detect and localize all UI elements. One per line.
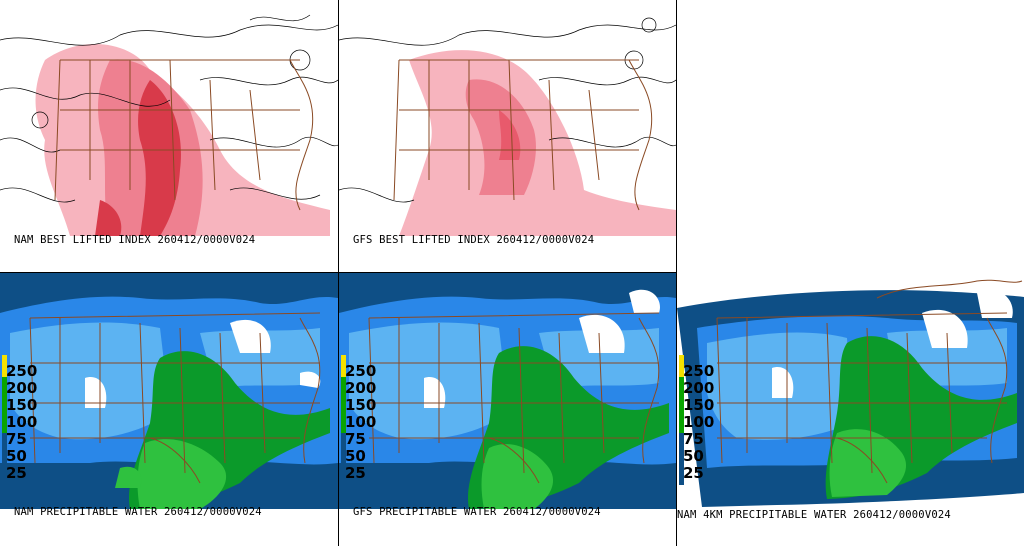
panel-caption: NAM BEST LIFTED INDEX 260412/0000V024 xyxy=(14,234,256,246)
pw-legend: 250 200 150 100 75 50 25 xyxy=(677,355,714,485)
legend-label: 50 xyxy=(345,447,366,465)
legend-label: 75 xyxy=(6,430,27,448)
legend-label: 75 xyxy=(345,430,366,448)
legend-label: 25 xyxy=(683,464,704,482)
legend-label: 150 xyxy=(345,396,377,414)
legend-label: 150 xyxy=(6,396,38,414)
pw-legend: 250 200 150 100 75 50 25 xyxy=(339,355,376,485)
precipitable-water-map xyxy=(677,273,1024,509)
panel-nam-precipitable-water: 250 200 150 100 75 50 25 NAM PRECIPITABL… xyxy=(0,273,339,546)
legend-label: 25 xyxy=(345,464,366,482)
precipitable-water-map xyxy=(0,273,338,509)
legend-label: 250 xyxy=(683,362,715,380)
legend-label: 25 xyxy=(6,464,27,482)
lifted-index-map xyxy=(339,0,676,236)
panel-caption: NAM PRECIPITABLE WATER 260412/0000V024 xyxy=(14,506,262,518)
panel-gfs-lifted-index: GFS BEST LIFTED INDEX 260412/0000V024 xyxy=(339,0,677,273)
legend-label: 250 xyxy=(6,362,38,380)
panel-caption: GFS PRECIPITABLE WATER 260412/0000V024 xyxy=(353,506,601,518)
legend-label: 200 xyxy=(6,379,38,397)
legend-label: 250 xyxy=(345,362,377,380)
legend-label: 50 xyxy=(6,447,27,465)
panel-nam-lifted-index: NAM BEST LIFTED INDEX 260412/0000V024 xyxy=(0,0,339,273)
panel-nam4km-precipitable-water: 250 200 150 100 75 50 25 NAM 4KM PRECIPI… xyxy=(677,273,1024,546)
panel-caption: NAM 4KM PRECIPITABLE WATER 260412/0000V0… xyxy=(677,509,951,521)
legend-label: 75 xyxy=(683,430,704,448)
legend-label: 100 xyxy=(6,413,38,431)
pw-legend: 250 200 150 100 75 50 25 xyxy=(0,355,37,485)
legend-label: 100 xyxy=(683,413,715,431)
legend-label: 150 xyxy=(683,396,715,414)
legend-label: 200 xyxy=(345,379,377,397)
legend-label: 100 xyxy=(345,413,377,431)
panel-caption: GFS BEST LIFTED INDEX 260412/0000V024 xyxy=(353,234,595,246)
lifted-index-map xyxy=(0,0,338,236)
precipitable-water-map xyxy=(339,273,676,509)
panel-gfs-precipitable-water: 250 200 150 100 75 50 25 GFS PRECIPITABL… xyxy=(339,273,677,546)
legend-label: 200 xyxy=(683,379,715,397)
legend-label: 50 xyxy=(683,447,704,465)
